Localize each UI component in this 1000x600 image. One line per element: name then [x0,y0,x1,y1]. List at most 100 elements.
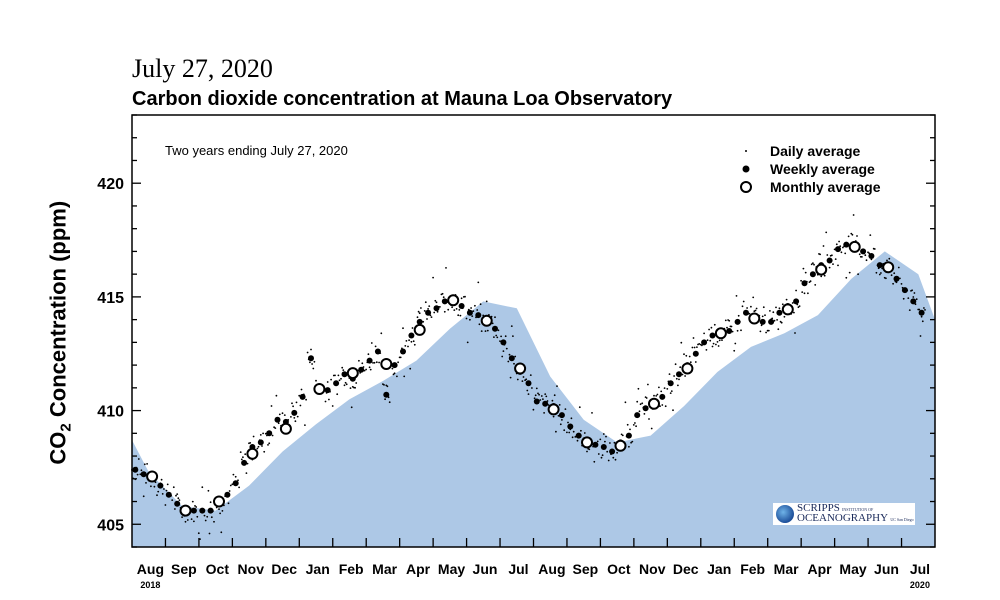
daily-point [445,267,447,269]
daily-point [427,308,429,310]
daily-point [740,329,742,332]
monthly-point [848,240,861,253]
weekly-point [860,248,867,255]
daily-point [337,374,340,377]
daily-point [512,335,514,337]
daily-point [527,393,530,395]
daily-point [474,304,476,307]
daily-point [571,436,574,439]
weekly-point [634,412,641,419]
daily-point [924,309,926,311]
weekly-point [341,371,348,378]
x-tick-label: Oct [206,561,230,577]
weekly-point [801,280,808,287]
weekly-point [408,332,415,339]
daily-point [783,315,786,318]
daily-point [368,366,371,369]
daily-point [466,341,469,344]
y-tick-label: 415 [97,290,124,307]
daily-point [630,441,632,444]
y-tick-label: 420 [97,176,124,193]
daily-point [374,345,377,348]
daily-point [464,295,466,298]
daily-point [696,346,698,348]
daily-point [694,361,697,363]
daily-point [500,335,502,338]
daily-point [206,515,209,518]
daily-point [495,334,498,337]
daily-point [494,316,496,319]
daily-point [350,406,353,409]
legend-daily: Daily average [770,143,860,159]
daily-point [296,415,299,418]
daily-point [292,405,294,408]
daily-point [436,310,439,313]
weekly-point [592,441,599,448]
daily-point [653,394,655,397]
daily-point [735,295,738,297]
weekly-point [157,482,164,489]
weekly-point [425,309,432,316]
daily-point [539,399,542,401]
daily-point [669,392,672,394]
daily-point [234,475,237,478]
legend-monthly: Monthly average [770,179,881,195]
daily-point [238,486,241,489]
weekly-point [692,350,699,357]
daily-point [176,493,179,495]
daily-point [845,276,848,279]
daily-point [730,325,733,328]
daily-point [825,231,828,234]
daily-point [231,483,234,486]
weekly-point [734,318,741,325]
daily-point [858,253,861,256]
weekly-point [625,432,632,439]
daily-point [373,361,376,364]
daily-point [213,520,215,523]
weekly-point [466,309,473,316]
daily-point [367,353,370,356]
daily-point [408,339,410,342]
daily-point [684,375,686,377]
weekly-point [600,444,607,450]
daily-point [228,490,231,492]
daily-point [742,300,745,303]
daily-point [593,460,596,463]
daily-point [880,272,882,274]
daily-point [865,259,868,262]
daily-point [663,387,666,389]
daily-point [767,329,770,332]
daily-point [507,360,510,363]
daily-point [502,350,505,352]
weekly-point [701,339,708,346]
daily-point [267,444,269,446]
daily-point [837,264,839,267]
daily-point [409,367,412,370]
daily-point [270,405,273,407]
daily-point [616,451,618,454]
daily-point [404,345,407,347]
daily-point [531,387,533,389]
daily-point [851,233,854,236]
daily-point [378,361,380,364]
daily-point [648,418,650,420]
daily-point [840,251,843,254]
monthly-point [447,294,460,307]
daily-point [634,422,636,424]
daily-point [645,397,648,399]
daily-point [848,271,851,274]
daily-point [820,275,823,278]
daily-point [336,393,339,396]
daily-point [193,520,195,523]
daily-point [403,375,406,378]
daily-point [913,292,916,294]
daily-point [647,383,649,386]
daily-point [257,445,260,448]
weekly-point [835,246,841,253]
daily-point [477,281,480,284]
daily-point [330,378,332,381]
daily-point [604,440,606,443]
daily-point [661,404,664,406]
daily-point [146,463,149,465]
daily-point [583,432,586,434]
